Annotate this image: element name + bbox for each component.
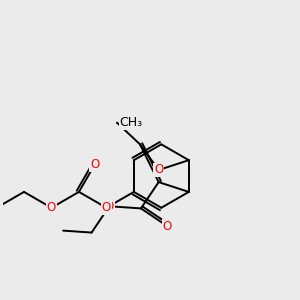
Text: O: O bbox=[102, 201, 111, 214]
Text: O: O bbox=[105, 200, 114, 213]
Text: O: O bbox=[90, 158, 99, 171]
Text: CH₃: CH₃ bbox=[119, 116, 142, 129]
Text: O: O bbox=[47, 201, 56, 214]
Text: O: O bbox=[154, 164, 163, 176]
Text: O: O bbox=[163, 220, 172, 232]
